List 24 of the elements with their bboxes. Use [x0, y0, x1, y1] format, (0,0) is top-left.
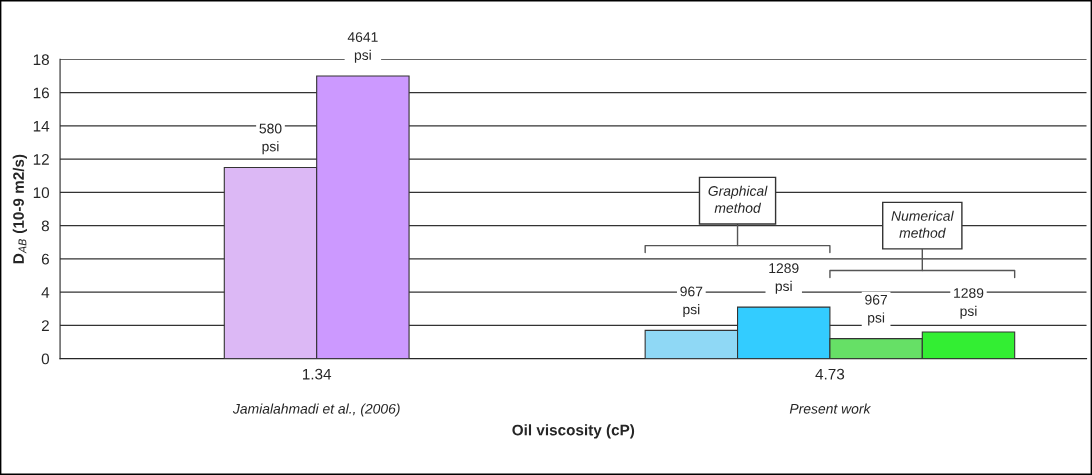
text: Jamialahmadi et al., (2006) [232, 403, 400, 417]
series-label: 967 psi [865, 294, 887, 326]
x-tick-label: 1.34 [302, 368, 332, 380]
y-tick-label: 18 [33, 54, 49, 66]
x-axis-title: Oil viscosity (cP) [512, 424, 635, 439]
y-tick-label: 12 [33, 153, 49, 165]
series-label: 580 psi [259, 123, 282, 155]
y-tick-label: 16 [33, 87, 49, 99]
y-tick-label: 8 [41, 220, 49, 232]
annotation: Numerical method [891, 210, 954, 238]
annotation: Graphical method [708, 185, 768, 213]
y-tick-label: 2 [41, 320, 49, 331]
y-axis-title: D$_{AB}$ (10-9 m2/s) [12, 154, 27, 264]
series-label: 1289 psi [954, 288, 984, 319]
text: Present work [789, 403, 872, 414]
y-tick-label: 6 [41, 253, 49, 265]
y-tick-label: 10 [33, 187, 50, 199]
y-tick-label: 4 [41, 287, 50, 298]
series-label: 967 psi [680, 286, 703, 318]
y-tick-label: 0 [41, 353, 50, 365]
series-label: 1289 psi [769, 263, 799, 294]
y-tick-label: 14 [33, 120, 50, 132]
x-tick-label: 4.73 [815, 368, 845, 380]
series-label: 4641 psi [347, 32, 378, 63]
